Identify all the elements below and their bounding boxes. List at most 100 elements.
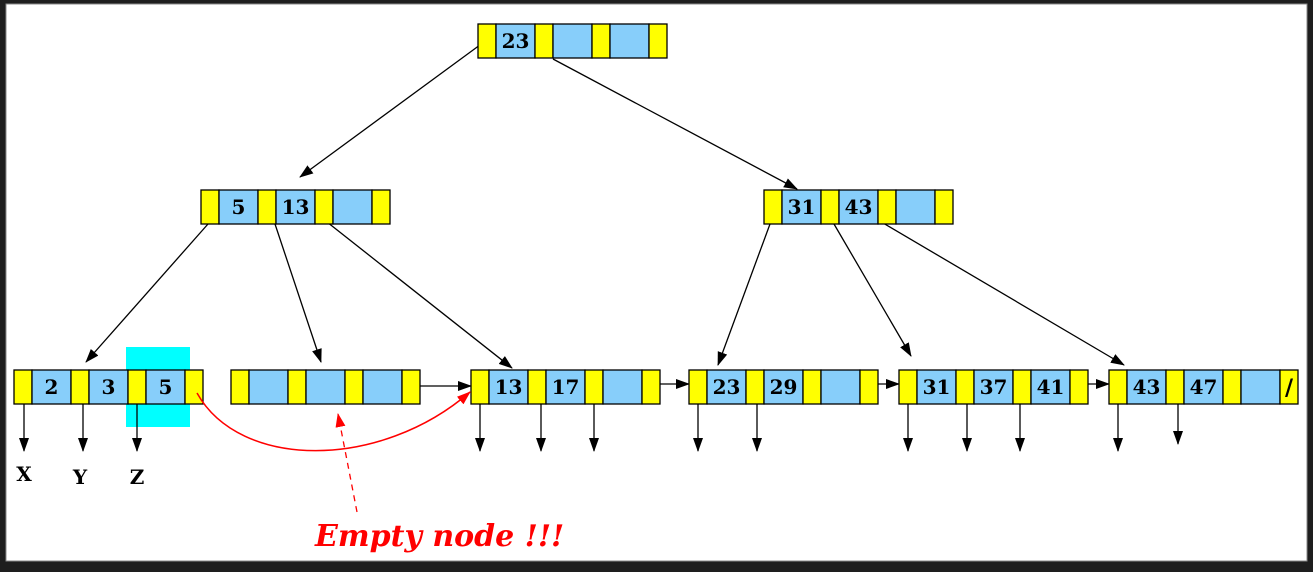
pointer-cell [802, 369, 822, 405]
pointer-cell [1012, 369, 1032, 405]
pointer-cell [1222, 369, 1242, 405]
leaf-node-6: 43 47 / [1108, 369, 1299, 405]
leaf-node-2 [230, 369, 421, 405]
key-label: 43 [845, 195, 873, 219]
empty-node-annotation: Empty node !!! [314, 519, 564, 554]
key-cell [1030, 369, 1071, 405]
pointer-cell [527, 369, 547, 405]
key-label: 31 [923, 375, 951, 399]
key-label: 41 [1037, 375, 1065, 399]
key-label: 5 [159, 375, 173, 399]
key-cell [895, 189, 936, 225]
key-cell [31, 369, 72, 405]
edge-to-leaf5 [833, 223, 912, 357]
pointer-cell [641, 369, 661, 405]
key-label: 5 [232, 195, 246, 219]
key-cell [1240, 369, 1281, 405]
key-cell [495, 23, 536, 59]
key-label: 31 [788, 195, 816, 219]
key-label: 17 [552, 375, 580, 399]
pointer-cell [200, 189, 220, 225]
key-cell [838, 189, 879, 225]
key-label: 3 [102, 375, 116, 399]
tree-nodes: 235 13 31 432 3 5 13 17 23 29 31 37 41 43 47/ [13, 23, 1299, 405]
pointer-cell [401, 369, 421, 405]
pointer-cell [314, 189, 334, 225]
key-cell [488, 369, 529, 405]
key-label: 23 [502, 29, 530, 53]
pointer-cell [371, 189, 391, 225]
edge-root-to-internal-left [299, 41, 485, 178]
internal-node-left: 5 13 [200, 189, 391, 225]
pointer-cell [763, 189, 783, 225]
key-cell [820, 369, 861, 405]
key-cell [145, 369, 186, 405]
pointer-cell [127, 369, 147, 405]
key-cell [781, 189, 822, 225]
pointer-cell [934, 189, 954, 225]
edge-to-leaf4 [717, 223, 771, 366]
pointer-cell [877, 189, 897, 225]
null-pointer-marker: / [1285, 375, 1294, 401]
pointer-cell [745, 369, 765, 405]
pointer-cell [1165, 369, 1185, 405]
pointer-cell [257, 189, 277, 225]
leaf-node-5: 31 37 41 [898, 369, 1089, 405]
record-label-x: X [16, 462, 32, 486]
key-cell [973, 369, 1014, 405]
pointer-cell [591, 23, 611, 59]
annotation-pointer [335, 413, 358, 513]
key-label: 13 [495, 375, 523, 399]
diagram-background [5, 3, 1308, 562]
key-cell [305, 369, 346, 405]
pointer-cell [1279, 369, 1299, 405]
key-label: 37 [980, 375, 1008, 399]
leaf-node-3: 13 17 [470, 369, 661, 405]
key-cell [1126, 369, 1167, 405]
record-label-z: Z [130, 465, 145, 489]
pointer-cell [534, 23, 554, 59]
pointer-cell [470, 369, 490, 405]
pointer-cell [584, 369, 604, 405]
edge-to-leaf3 [326, 221, 513, 369]
pointer-cell [70, 369, 90, 405]
leaf-node-1: 2 3 5 [13, 369, 204, 405]
key-cell [362, 369, 403, 405]
leaf-node-4: 23 29 [688, 369, 879, 405]
edge-root-to-internal-right [552, 58, 798, 190]
key-label: 47 [1190, 375, 1218, 399]
key-label: 43 [1133, 375, 1161, 399]
key-label: 2 [45, 375, 59, 399]
edge-to-leaf2 [274, 223, 322, 363]
pointer-cell [820, 189, 840, 225]
root-node: 23 [477, 23, 668, 59]
pointer-cell [898, 369, 918, 405]
pointer-cell [648, 23, 668, 59]
record-label-y: Y [72, 465, 88, 489]
key-cell [332, 189, 373, 225]
pointer-cell [859, 369, 879, 405]
pointer-cell [13, 369, 33, 405]
pointer-cell [688, 369, 708, 405]
key-cell [763, 369, 804, 405]
pointer-cell [1108, 369, 1128, 405]
key-cell [609, 23, 650, 59]
key-cell [88, 369, 129, 405]
key-label: 13 [282, 195, 310, 219]
key-label: 29 [770, 375, 798, 399]
key-label: 23 [713, 375, 741, 399]
key-cell [602, 369, 643, 405]
internal-node-right: 31 43 [763, 189, 954, 225]
pointer-cell [287, 369, 307, 405]
pointer-cell [344, 369, 364, 405]
pointer-cell [955, 369, 975, 405]
tree-edges [85, 41, 1125, 369]
pointer-cell [477, 23, 497, 59]
edge-to-leaf1 [85, 223, 209, 363]
key-cell [916, 369, 957, 405]
key-cell [552, 23, 593, 59]
key-cell [248, 369, 289, 405]
edge-to-leaf6 [877, 219, 1125, 366]
